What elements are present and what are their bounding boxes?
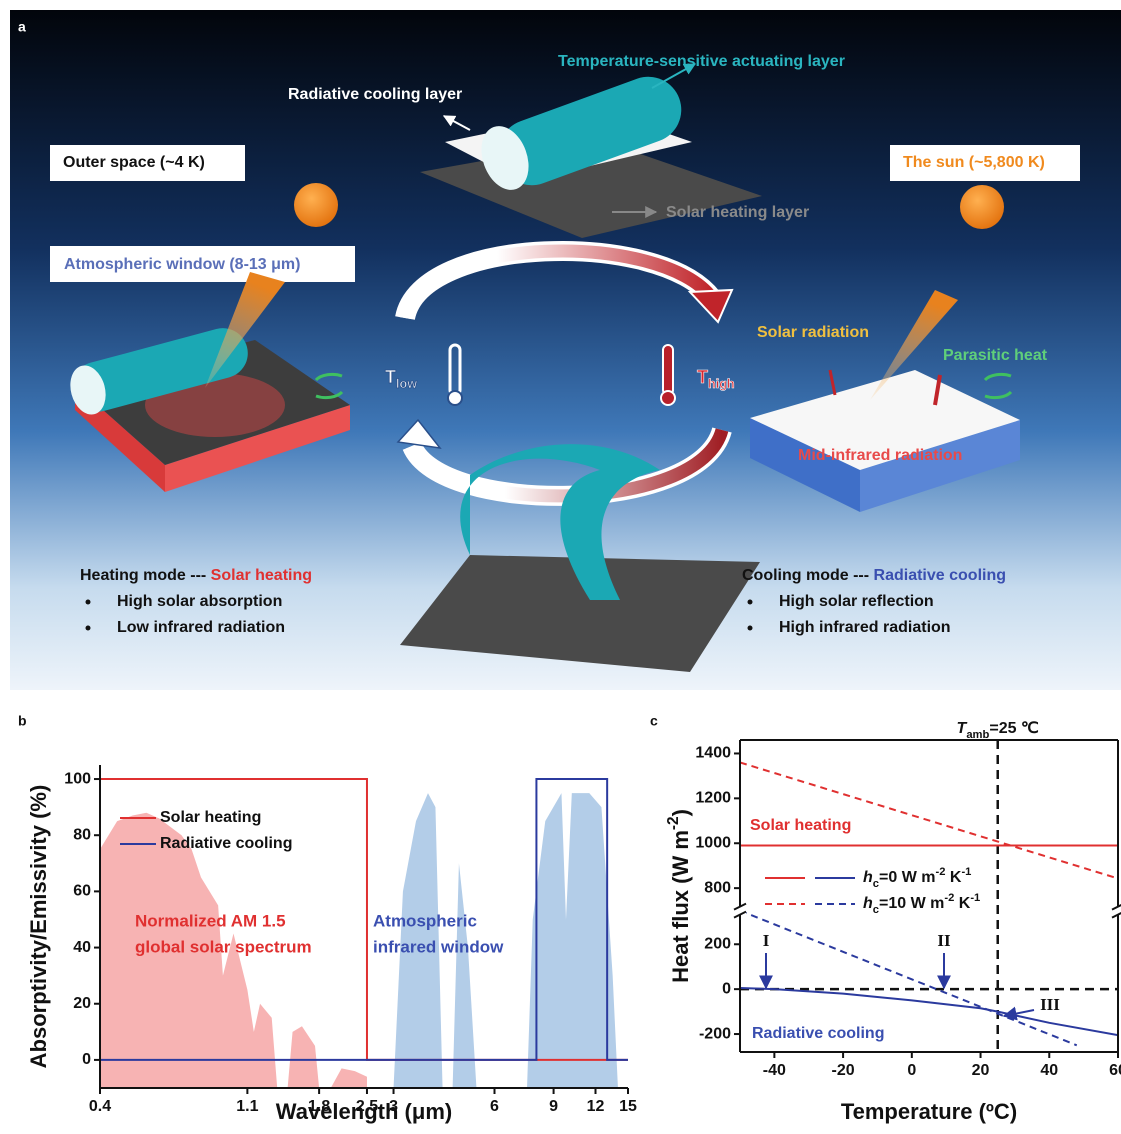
panel-label: b [18, 713, 27, 729]
x-tick-label: 1.1 [236, 1098, 258, 1115]
text-part: K [954, 895, 970, 912]
text-part: -1 [961, 866, 971, 878]
legend-label: hc=0 W m-2 K-1 [863, 866, 971, 890]
thermometer [448, 391, 462, 405]
sphere [960, 185, 1004, 229]
x-tick-label: 15 [619, 1098, 637, 1115]
y-tick-label: 1400 [695, 745, 731, 762]
panel-label: c [650, 713, 658, 729]
text-part: -2 [665, 816, 682, 830]
panel-a: a Temperature-sensitive actuating layer … [10, 10, 1121, 690]
text-part: Heating mode --- [80, 567, 211, 584]
text-part: amb [966, 729, 989, 741]
text-part: =25 ℃ [989, 720, 1039, 737]
bullet-text: High solar absorption [117, 593, 282, 610]
label: The sun (~5,800 K) [903, 154, 1045, 171]
text-part: ) [668, 809, 693, 816]
text-part: Cooling mode --- [742, 567, 874, 584]
label: Solar radiation [757, 324, 869, 341]
x-tick-label: 0 [907, 1062, 916, 1079]
label: Radiative cooling layer [288, 86, 462, 103]
annotation: II [937, 931, 951, 950]
y-tick-label: 20 [73, 995, 91, 1012]
y-tick-label: 800 [704, 879, 731, 896]
text-part: T [697, 367, 708, 387]
text-part: K [945, 869, 961, 886]
text-part: high [708, 377, 735, 391]
x-axis-label: Temperature (ºC) [841, 1099, 1017, 1124]
bullet-text: High solar reflection [779, 593, 934, 610]
panel-label: a [18, 19, 26, 35]
y-tick-label: 1000 [695, 834, 731, 851]
area-label: infrared window [373, 937, 504, 956]
text-part: h [863, 869, 873, 886]
x-tick-label: 6 [490, 1098, 499, 1115]
x-tick-label: 40 [1040, 1062, 1058, 1079]
y-tick-label: 1200 [695, 790, 731, 807]
legend-label: hc=10 W m-2 K-1 [863, 892, 980, 916]
annotation: I [763, 931, 770, 950]
label: Atmospheric window (8-13 μm) [64, 256, 300, 273]
annotation: Solar heating [750, 817, 851, 834]
bullet-text: Low infrared radiation [117, 619, 285, 636]
label: Temperature-sensitive actuating layer [558, 53, 845, 70]
mode-title: Cooling mode --- Radiative cooling [742, 567, 1006, 584]
legend-label: Radiative cooling [160, 835, 292, 852]
text-part: T [385, 367, 396, 387]
y-tick-label: 60 [73, 883, 91, 900]
annotation: III [1040, 995, 1060, 1014]
y-axis-label: Heat flux (W m-2) [665, 809, 693, 983]
text-part: low [396, 377, 417, 391]
label: Outer space (~4 K) [63, 154, 205, 171]
thermometer [661, 391, 675, 405]
text-part: Heat flux (W m [668, 830, 693, 983]
mode-title: Heating mode --- Solar heating [80, 567, 312, 584]
x-tick-label: 60 [1109, 1062, 1121, 1079]
label: Solar heating layer [666, 204, 809, 221]
text-part: -2 [944, 892, 954, 904]
bullet [86, 626, 91, 631]
bullet-text: High infrared radiation [779, 619, 951, 636]
figure: a Temperature-sensitive actuating layer … [0, 0, 1121, 1129]
y-tick-label: 0 [722, 980, 731, 997]
annotation: Radiative cooling [752, 1025, 884, 1042]
y-tick-label: -200 [699, 1025, 731, 1042]
text-part: Solar heating [211, 567, 312, 584]
bullet [748, 626, 753, 631]
x-tick-label: -40 [763, 1062, 786, 1079]
text-part: =0 W m [879, 869, 935, 886]
text-part: =10 W m [879, 895, 944, 912]
label: Parasitic heat [943, 347, 1048, 364]
text-part: h [863, 895, 873, 912]
y-tick-label: 40 [73, 939, 91, 956]
x-tick-label: 0.4 [89, 1098, 111, 1115]
x-axis-label: Wavelength (μm) [276, 1099, 452, 1124]
y-tick-label: 80 [73, 826, 91, 843]
y-tick-label: 0 [82, 1051, 91, 1068]
sphere [294, 183, 338, 227]
charts: Normalized AM 1.5 global solar spectrum At… [18, 713, 1121, 1124]
legend-label: Solar heating [160, 809, 261, 826]
bullet [748, 600, 753, 605]
area-label: Atmospheric [373, 911, 477, 930]
text-part: -2 [935, 866, 945, 878]
x-tick-label: 12 [587, 1098, 605, 1115]
area-label: Normalized AM 1.5 [135, 911, 286, 930]
x-tick-label: 9 [549, 1098, 558, 1115]
text-part: Radiative cooling [874, 567, 1006, 584]
area-label: global solar spectrum [135, 937, 312, 956]
y-axis-label: Absorptivity/Emissivity (%) [26, 785, 51, 1069]
x-tick-label: 20 [972, 1062, 990, 1079]
y-tick-label: 200 [704, 935, 731, 952]
bullet [86, 600, 91, 605]
text-part: -1 [970, 892, 980, 904]
thermometer [663, 345, 673, 395]
y-tick-label: 100 [64, 770, 91, 787]
x-tick-label: -20 [832, 1062, 855, 1079]
chart-title: Tamb=25 ℃ [957, 720, 1039, 741]
label: Mid-infrared radiation [798, 447, 962, 464]
